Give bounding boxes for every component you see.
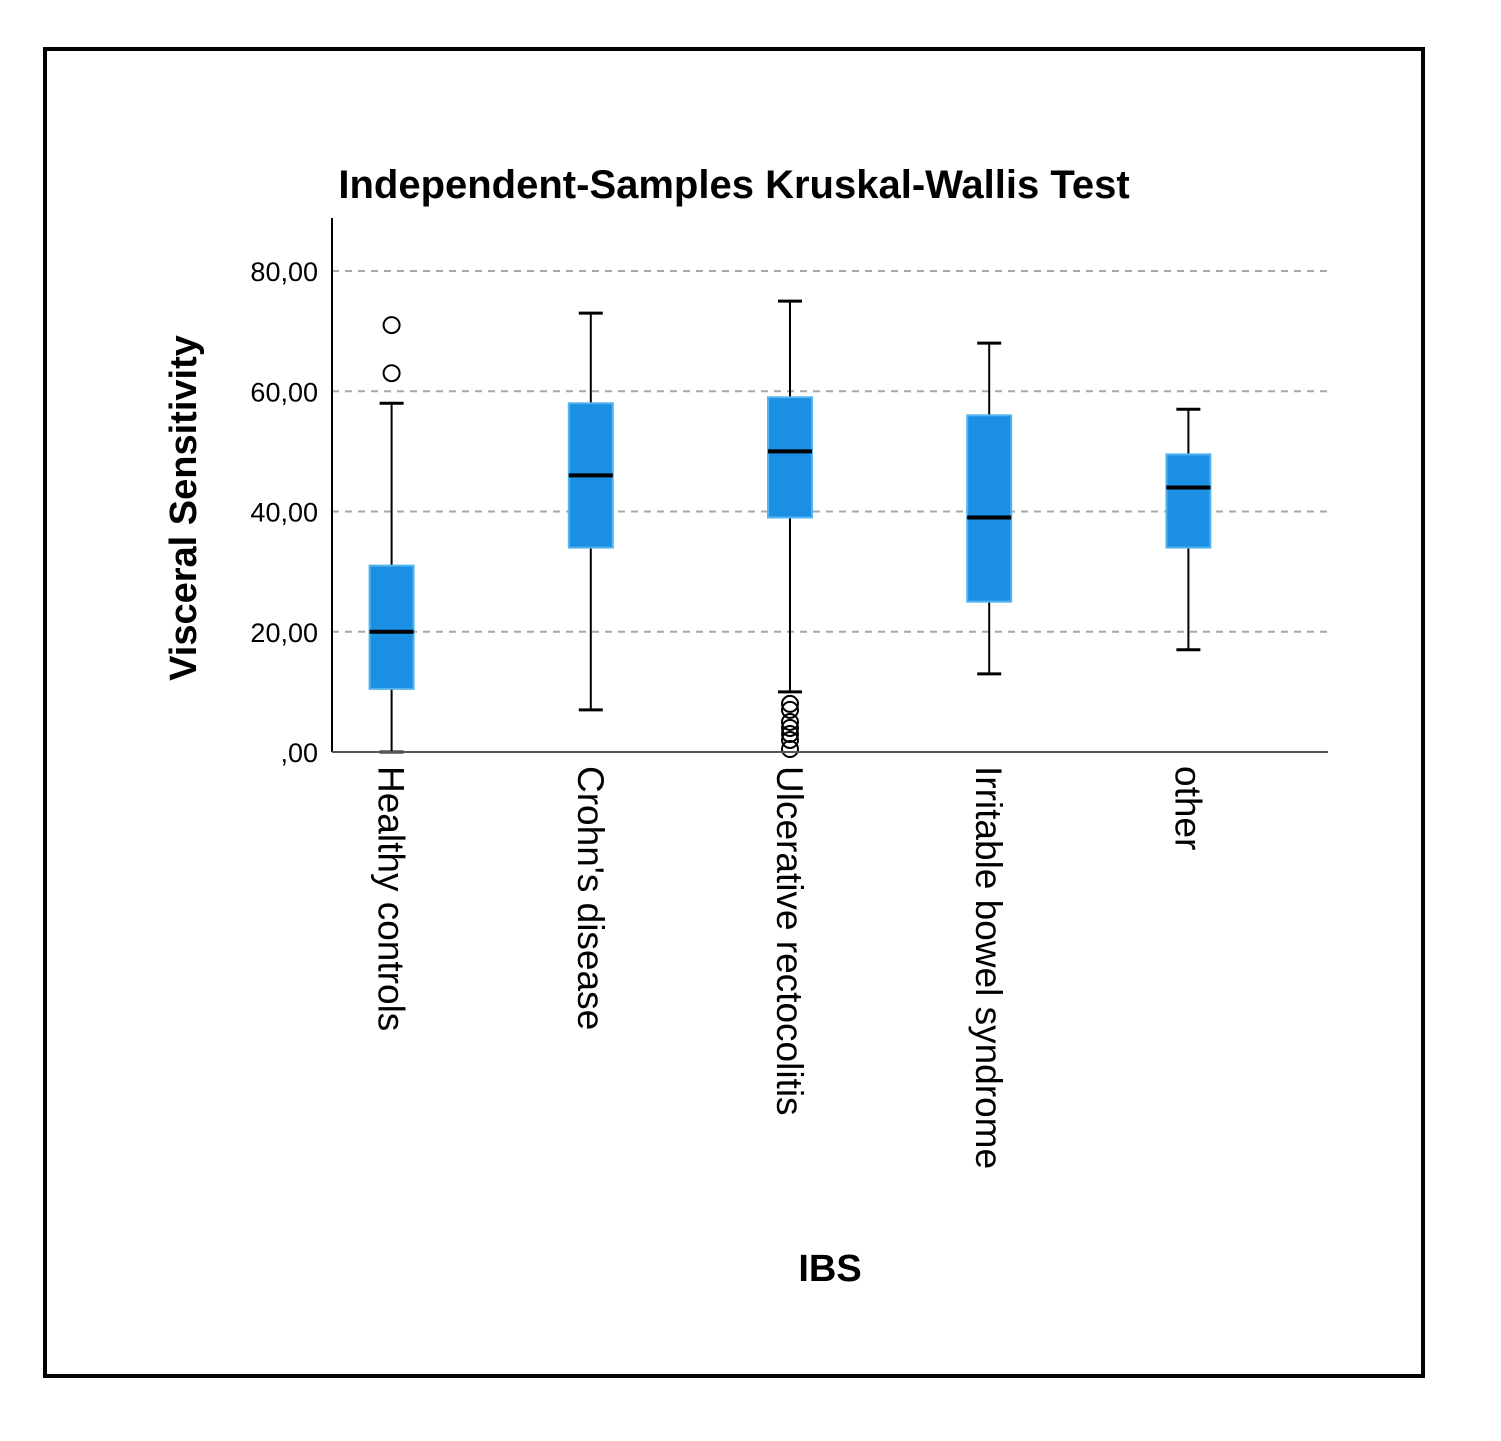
box-group <box>368 316 415 754</box>
y-tick-label: 80,00 <box>250 257 318 287</box>
outlier-point <box>781 730 799 749</box>
iqr-box <box>767 396 813 519</box>
x-category-labels: Healthy controls Crohn's disease Ulcerativ… <box>371 766 1209 1169</box>
y-tick-label: 40,00 <box>250 498 318 528</box>
y-tick-label: 60,00 <box>250 377 318 407</box>
chart-title: Independent-Samples Kruskal-Wallis Test <box>338 163 1129 207</box>
outlier-point <box>781 700 799 719</box>
outlier-point <box>382 364 401 383</box>
chart-frame <box>43 47 1425 1378</box>
x-category-label: other <box>1167 766 1208 850</box>
y-tick-label: ,00 <box>280 738 318 768</box>
x-category-label: Ulcerative rectocolitis <box>769 766 810 1116</box>
y-tick-labels: ,00 20,00 40,00 60,00 80,00 <box>250 257 318 768</box>
x-category-label: Crohn's disease <box>570 766 611 1030</box>
boxes <box>368 299 1212 758</box>
gridlines <box>332 270 1328 633</box>
outlier-point <box>781 739 799 758</box>
y-tick-label: 20,00 <box>250 618 318 648</box>
box-group <box>767 299 813 758</box>
x-axis-title: IBS <box>798 1248 861 1290</box>
iqr-box <box>1165 453 1212 549</box>
x-category-label: Irritable bowel syndrome <box>968 766 1009 1169</box>
outlier-point <box>781 694 799 713</box>
x-category-label: Healthy controls <box>371 766 412 1031</box>
outlier-point <box>781 724 799 743</box>
outlier-point <box>781 718 799 737</box>
iqr-box <box>966 414 1013 603</box>
outlier-point <box>781 712 799 731</box>
box-group <box>1165 407 1212 652</box>
iqr-box <box>368 564 415 690</box>
box-group <box>966 341 1013 676</box>
box-group <box>567 311 614 712</box>
y-axis-title: Visceral Sensitivity <box>163 335 205 681</box>
outlier-point <box>382 316 401 335</box>
